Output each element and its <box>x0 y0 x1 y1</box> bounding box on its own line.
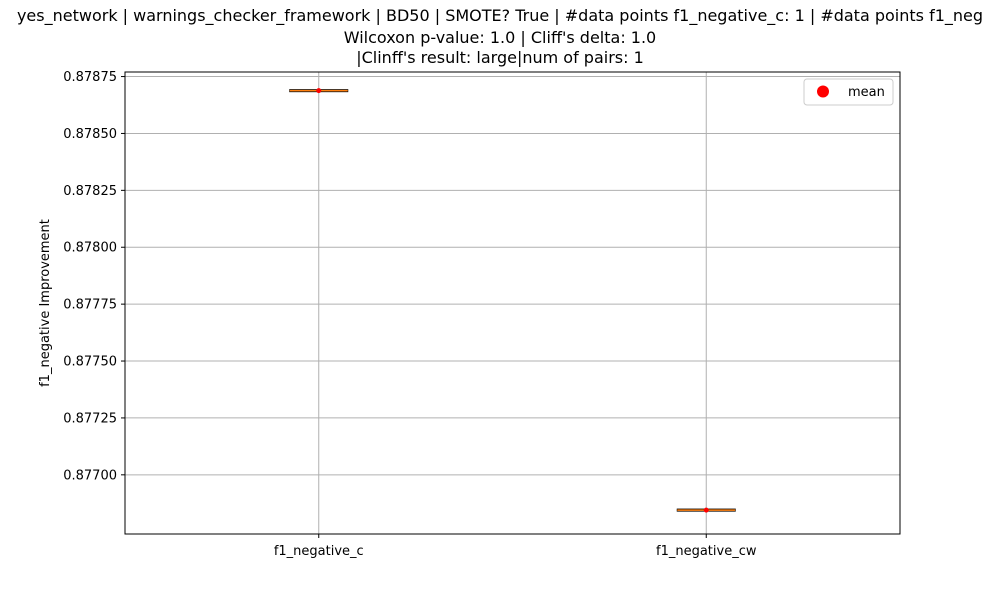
box-marks <box>289 88 736 513</box>
y-tick-label: 0.87700 <box>63 468 117 483</box>
chart-title-line-1: yes_network | warnings_checker_framework… <box>16 6 984 25</box>
y-tick-label: 0.87775 <box>63 298 117 313</box>
mean-marker <box>703 507 709 513</box>
legend-frame <box>803 78 894 106</box>
y-tick-label: 0.87800 <box>63 241 117 256</box>
legend-mean-marker <box>817 85 829 98</box>
legend-mean-label: mean <box>848 85 885 100</box>
x-tick-label: f1_negative_c <box>274 544 364 559</box>
plot-area-frame <box>124 71 901 535</box>
y-tick-label: 0.87875 <box>63 70 117 85</box>
y-tick-label: 0.87850 <box>63 127 117 142</box>
y-axis-label: f1_negative Improvement <box>38 219 53 387</box>
x-tick-label: f1_negative_cw <box>656 544 757 559</box>
y-tick-label: 0.87750 <box>63 355 117 370</box>
y-tick-label: 0.87825 <box>63 184 117 199</box>
grid-lines <box>125 72 900 534</box>
y-tick-label: 0.87725 <box>63 411 117 426</box>
mean-marker <box>316 88 322 94</box>
chart-title-line-2: Wilcoxon p-value: 1.0 | Cliff's delta: 1… <box>343 28 657 47</box>
chart-title-line-3: |Clinff's result: large|num of pairs: 1 <box>356 48 644 67</box>
axis-ticks: 0.87700 0.87725 0.87750 0.87775 0.87800 0.878… <box>63 70 757 559</box>
legend: mean <box>803 78 894 106</box>
